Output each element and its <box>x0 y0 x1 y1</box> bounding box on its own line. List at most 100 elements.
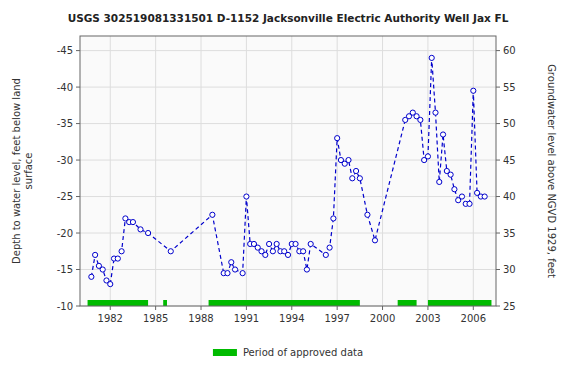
tick-label-x: 2006 <box>461 313 486 324</box>
point <box>263 252 268 257</box>
point <box>437 179 442 184</box>
tick-x <box>110 306 111 310</box>
approved-period <box>398 300 417 306</box>
tick-y <box>76 50 80 51</box>
tick-label-y: -25 <box>57 191 73 202</box>
tick-y <box>76 196 80 197</box>
tick-label-y2: 40 <box>503 191 516 202</box>
tick-y <box>76 87 80 88</box>
tick-label-x: 2000 <box>370 313 395 324</box>
point <box>471 88 476 93</box>
tick-x <box>246 306 247 310</box>
tick-label-x: 1991 <box>234 313 259 324</box>
grid-line-y <box>80 233 496 234</box>
point <box>93 252 98 257</box>
data <box>88 55 492 306</box>
tick-label-y: -40 <box>57 82 73 93</box>
point <box>323 252 328 257</box>
axes: 198219851988199119941997200020032006-10-… <box>57 45 516 324</box>
tick-x <box>155 306 156 310</box>
tick-label-y2: 45 <box>503 155 516 166</box>
point <box>145 230 150 235</box>
grid-line-x <box>337 36 338 306</box>
tick-y2 <box>496 306 500 307</box>
point <box>100 267 105 272</box>
point <box>418 117 423 122</box>
point <box>240 271 245 276</box>
tick-label-y: -10 <box>57 301 73 312</box>
grid-line-x <box>473 36 474 306</box>
point <box>301 249 306 254</box>
tick-y2 <box>496 196 500 197</box>
point <box>210 212 215 217</box>
point <box>433 110 438 115</box>
tick-x <box>473 306 474 310</box>
point <box>138 227 143 232</box>
point <box>467 201 472 206</box>
point <box>304 267 309 272</box>
tick-x <box>201 306 202 310</box>
point <box>270 249 275 254</box>
point <box>440 132 445 137</box>
tick-y <box>76 160 80 161</box>
tick-label-x: 1997 <box>324 313 349 324</box>
point <box>429 55 434 60</box>
point <box>331 216 336 221</box>
point <box>108 282 113 287</box>
point <box>425 154 430 159</box>
approved-period <box>88 300 149 306</box>
tick-label-y2: 30 <box>503 264 516 275</box>
tick-label-y: -15 <box>57 264 73 275</box>
tick-x <box>427 306 428 310</box>
tick-label-y2: 60 <box>503 45 516 56</box>
tick-y2 <box>496 233 500 234</box>
tick-label-x: 1994 <box>279 313 304 324</box>
tick-label-x: 1988 <box>188 313 213 324</box>
line <box>91 58 484 284</box>
point <box>115 256 120 261</box>
grid-line-x <box>427 36 428 306</box>
tick-y <box>76 306 80 307</box>
chart: 198219851988199119941997200020032006-10-… <box>0 0 576 384</box>
grid-line-x <box>382 36 383 306</box>
point <box>266 241 271 246</box>
point <box>327 245 332 250</box>
title: USGS 302519081331501 D-1152 Jacksonville… <box>68 12 509 24</box>
approved-period <box>209 300 360 306</box>
point <box>168 249 173 254</box>
tick-x <box>291 306 292 310</box>
point <box>244 194 249 199</box>
tick-label-x: 1982 <box>98 313 123 324</box>
point <box>372 238 377 243</box>
point <box>482 194 487 199</box>
grid-line-y <box>80 269 496 270</box>
tick-y <box>76 123 80 124</box>
frame <box>80 36 496 306</box>
point <box>448 172 453 177</box>
grid <box>80 36 496 306</box>
point <box>353 168 358 173</box>
tick-label-x: 1985 <box>143 313 168 324</box>
point <box>130 219 135 224</box>
tick-y <box>76 269 80 270</box>
point <box>346 157 351 162</box>
point <box>452 187 457 192</box>
grid-line-x <box>291 36 292 306</box>
tick-x <box>337 306 338 310</box>
grid-line-x <box>155 36 156 306</box>
point <box>274 241 279 246</box>
tick-label-y2: 35 <box>503 228 516 239</box>
y-axis-label-line: surface <box>23 153 34 190</box>
tick-y2 <box>496 50 500 51</box>
point <box>365 212 370 217</box>
grid-line-x <box>110 36 111 306</box>
point <box>293 241 298 246</box>
point <box>350 176 355 181</box>
approved-period <box>428 300 492 306</box>
point <box>119 249 124 254</box>
point <box>229 260 234 265</box>
point <box>357 176 362 181</box>
approved-period <box>163 300 167 306</box>
tick-label-y: -45 <box>57 45 73 56</box>
tick-y2 <box>496 123 500 124</box>
